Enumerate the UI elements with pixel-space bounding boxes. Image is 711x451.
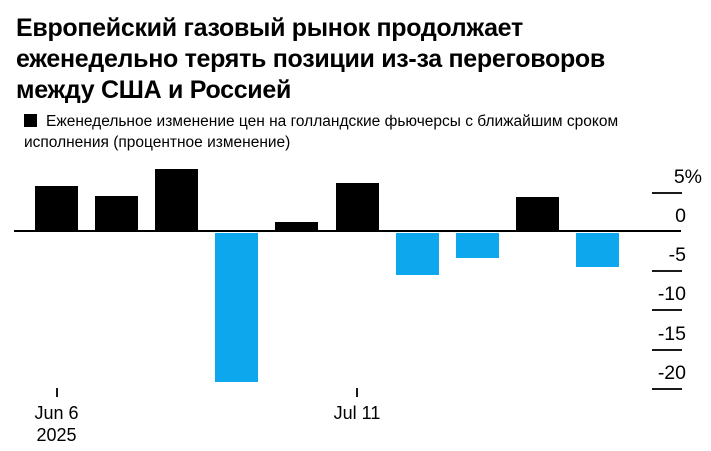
x-axis-label-year: 2025 [36, 425, 77, 445]
y-axis-label: 5% [673, 165, 702, 188]
y-axis-tick [652, 387, 682, 390]
plot-area: 5% 0 -5 -10 -15 -20 Jun 6 2025 Jul 11 [0, 160, 711, 451]
bar [35, 185, 78, 232]
bar [395, 233, 439, 275]
bar [455, 233, 499, 259]
zero-axis-line [14, 230, 681, 232]
y-axis-label: 0 [675, 205, 686, 227]
x-axis-label-date: Jun 6 [34, 403, 79, 423]
y-axis-label: -10 [657, 283, 686, 306]
legend: Еженедельное изменение цен на голландски… [24, 111, 672, 153]
y-axis-tick [652, 348, 682, 351]
chart-title-line-3: между США и Россией [16, 76, 292, 104]
bar [155, 169, 199, 232]
legend-label: Еженедельное изменение цен на голландски… [24, 113, 619, 151]
x-axis-label-date: Jul 11 [333, 403, 381, 423]
x-axis-label: Jul 11 [312, 402, 402, 424]
chart-title: Европейский газовый рынок продолжает еже… [16, 13, 605, 106]
chart-title-line-2: еженедельно терять позиции из-за перегов… [16, 45, 605, 73]
bar [215, 233, 259, 382]
bar [575, 233, 619, 268]
legend-swatch-icon [24, 114, 37, 127]
y-axis-tick [652, 191, 682, 194]
y-axis-tick [652, 309, 682, 312]
y-axis-label: -20 [657, 361, 686, 384]
chart-title-line-1: Европейский газовый рынок продолжает [16, 14, 523, 42]
y-axis-tick [652, 270, 682, 273]
y-axis-label: -5 [668, 244, 686, 267]
bar [275, 221, 319, 232]
bar [515, 196, 559, 232]
bar [95, 195, 139, 232]
bar [335, 183, 379, 232]
x-axis-tick [356, 388, 358, 397]
y-axis-label: -15 [657, 322, 686, 345]
x-axis-label: Jun 6 2025 [12, 402, 102, 446]
x-axis-tick [55, 388, 58, 397]
